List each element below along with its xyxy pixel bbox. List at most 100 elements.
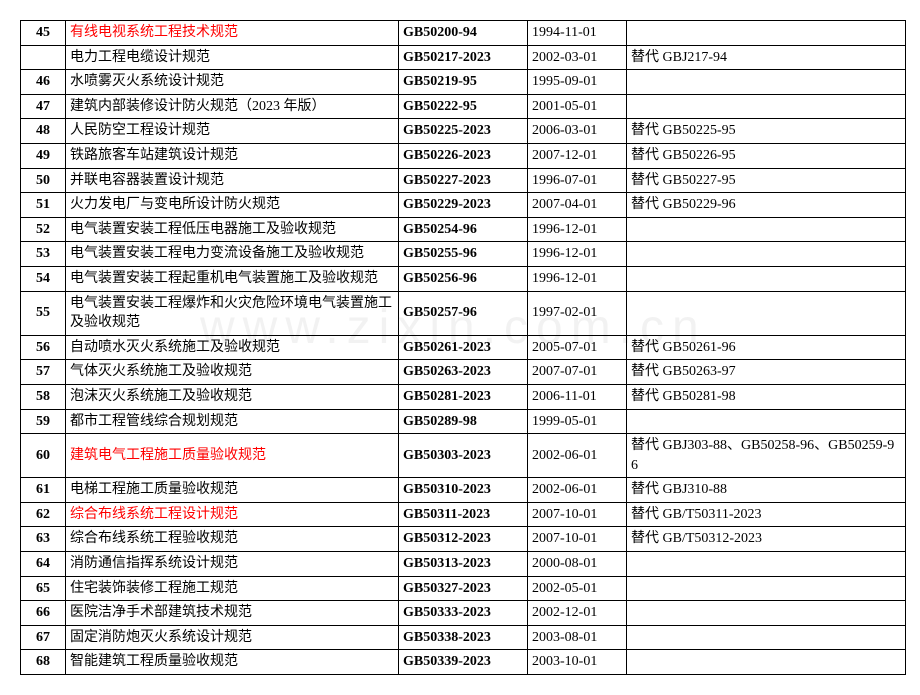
table-row: 49铁路旅客车站建筑设计规范GB50226-20232007-12-01替代 G… bbox=[21, 143, 906, 168]
row-title: 智能建筑工程质量验收规范 bbox=[66, 650, 399, 675]
row-date: 1996-12-01 bbox=[528, 266, 627, 291]
row-date: 1995-09-01 bbox=[528, 70, 627, 95]
table-row: 55电气装置安装工程爆炸和火灾危险环境电气装置施工及验收规范GB50257-96… bbox=[21, 291, 906, 335]
table-row: 54电气装置安装工程起重机电气装置施工及验收规范GB50256-961996-1… bbox=[21, 266, 906, 291]
row-number: 56 bbox=[21, 335, 66, 360]
row-note: 替代 GB50229-96 bbox=[627, 193, 906, 218]
row-note bbox=[627, 217, 906, 242]
row-date: 2007-10-01 bbox=[528, 527, 627, 552]
row-number: 54 bbox=[21, 266, 66, 291]
row-number: 61 bbox=[21, 478, 66, 503]
table-row: 64消防通信指挥系统设计规范GB50313-20232000-08-01 bbox=[21, 552, 906, 577]
row-title: 电气装置安装工程爆炸和火灾危险环境电气装置施工及验收规范 bbox=[66, 291, 399, 335]
row-date: 2007-10-01 bbox=[528, 502, 627, 527]
row-note bbox=[627, 266, 906, 291]
row-date: 2007-04-01 bbox=[528, 193, 627, 218]
row-title: 气体灭火系统施工及验收规范 bbox=[66, 360, 399, 385]
row-code: GB50219-95 bbox=[399, 70, 528, 95]
row-code: GB50261-2023 bbox=[399, 335, 528, 360]
row-date: 2002-06-01 bbox=[528, 434, 627, 478]
row-code: GB50327-2023 bbox=[399, 576, 528, 601]
row-code: GB50338-2023 bbox=[399, 625, 528, 650]
row-note: 替代 GB/T50311-2023 bbox=[627, 502, 906, 527]
row-title: 铁路旅客车站建筑设计规范 bbox=[66, 143, 399, 168]
row-date: 2003-10-01 bbox=[528, 650, 627, 675]
row-title: 电梯工程施工质量验收规范 bbox=[66, 478, 399, 503]
row-number: 57 bbox=[21, 360, 66, 385]
row-title: 火力发电厂与变电所设计防火规范 bbox=[66, 193, 399, 218]
row-title: 并联电容器装置设计规范 bbox=[66, 168, 399, 193]
row-date: 1996-12-01 bbox=[528, 242, 627, 267]
table-row: 66医院洁净手术部建筑技术规范GB50333-20232002-12-01 bbox=[21, 601, 906, 626]
table-row: 68智能建筑工程质量验收规范GB50339-20232003-10-01 bbox=[21, 650, 906, 675]
table-row: 48人民防空工程设计规范GB50225-20232006-03-01替代 GB5… bbox=[21, 119, 906, 144]
row-note bbox=[627, 552, 906, 577]
row-note: 替代 GB50226-95 bbox=[627, 143, 906, 168]
table-row: 52电气装置安装工程低压电器施工及验收规范GB50254-961996-12-0… bbox=[21, 217, 906, 242]
row-code: GB50200-94 bbox=[399, 21, 528, 46]
row-title: 有线电视系统工程技术规范 bbox=[66, 21, 399, 46]
table-row: 电力工程电缆设计规范GB50217-20232002-03-01替代 GBJ21… bbox=[21, 45, 906, 70]
row-code: GB50310-2023 bbox=[399, 478, 528, 503]
row-note bbox=[627, 650, 906, 675]
row-title: 都市工程管线综合规划规范 bbox=[66, 409, 399, 434]
row-date: 2007-07-01 bbox=[528, 360, 627, 385]
row-number: 68 bbox=[21, 650, 66, 675]
table-row: 67固定消防炮灭火系统设计规范GB50338-20232003-08-01 bbox=[21, 625, 906, 650]
row-date: 2002-06-01 bbox=[528, 478, 627, 503]
row-title: 建筑电气工程施工质量验收规范 bbox=[66, 434, 399, 478]
row-note: 替代 GB50281-98 bbox=[627, 384, 906, 409]
row-number: 62 bbox=[21, 502, 66, 527]
row-code: GB50255-96 bbox=[399, 242, 528, 267]
table-row: 47建筑内部装修设计防火规范（2023 年版）GB50222-952001-05… bbox=[21, 94, 906, 119]
row-number: 63 bbox=[21, 527, 66, 552]
row-date: 2002-03-01 bbox=[528, 45, 627, 70]
row-code: GB50263-2023 bbox=[399, 360, 528, 385]
row-code: GB50229-2023 bbox=[399, 193, 528, 218]
row-title: 住宅装饰装修工程施工规范 bbox=[66, 576, 399, 601]
row-code: GB50227-2023 bbox=[399, 168, 528, 193]
row-code: GB50289-98 bbox=[399, 409, 528, 434]
row-date: 1996-07-01 bbox=[528, 168, 627, 193]
row-code: GB50222-95 bbox=[399, 94, 528, 119]
row-number: 51 bbox=[21, 193, 66, 218]
row-note: 替代 GBJ217-94 bbox=[627, 45, 906, 70]
row-title: 医院洁净手术部建筑技术规范 bbox=[66, 601, 399, 626]
row-title: 固定消防炮灭火系统设计规范 bbox=[66, 625, 399, 650]
row-number: 67 bbox=[21, 625, 66, 650]
row-number: 60 bbox=[21, 434, 66, 478]
row-note bbox=[627, 409, 906, 434]
row-title: 消防通信指挥系统设计规范 bbox=[66, 552, 399, 577]
row-note bbox=[627, 21, 906, 46]
row-date: 2005-07-01 bbox=[528, 335, 627, 360]
row-date: 2006-11-01 bbox=[528, 384, 627, 409]
row-code: GB50217-2023 bbox=[399, 45, 528, 70]
row-title: 电气装置安装工程低压电器施工及验收规范 bbox=[66, 217, 399, 242]
table-row: 57气体灭火系统施工及验收规范GB50263-20232007-07-01替代 … bbox=[21, 360, 906, 385]
table-row: 65住宅装饰装修工程施工规范GB50327-20232002-05-01 bbox=[21, 576, 906, 601]
table-row: 61电梯工程施工质量验收规范GB50310-20232002-06-01替代 G… bbox=[21, 478, 906, 503]
row-note bbox=[627, 625, 906, 650]
row-number: 48 bbox=[21, 119, 66, 144]
table-row: 62综合布线系统工程设计规范GB50311-20232007-10-01替代 G… bbox=[21, 502, 906, 527]
row-number: 55 bbox=[21, 291, 66, 335]
row-code: GB50257-96 bbox=[399, 291, 528, 335]
row-date: 2007-12-01 bbox=[528, 143, 627, 168]
row-code: GB50313-2023 bbox=[399, 552, 528, 577]
row-title: 水喷雾灭火系统设计规范 bbox=[66, 70, 399, 95]
row-number: 59 bbox=[21, 409, 66, 434]
row-note: 替代 GB50261-96 bbox=[627, 335, 906, 360]
row-note bbox=[627, 242, 906, 267]
row-code: GB50312-2023 bbox=[399, 527, 528, 552]
row-note bbox=[627, 94, 906, 119]
table-row: 59都市工程管线综合规划规范GB50289-981999-05-01 bbox=[21, 409, 906, 434]
row-note bbox=[627, 70, 906, 95]
row-date: 2000-08-01 bbox=[528, 552, 627, 577]
row-number: 64 bbox=[21, 552, 66, 577]
row-date: 2006-03-01 bbox=[528, 119, 627, 144]
row-date: 2001-05-01 bbox=[528, 94, 627, 119]
row-number: 45 bbox=[21, 21, 66, 46]
row-date: 1999-05-01 bbox=[528, 409, 627, 434]
row-date: 2002-05-01 bbox=[528, 576, 627, 601]
row-date: 1994-11-01 bbox=[528, 21, 627, 46]
